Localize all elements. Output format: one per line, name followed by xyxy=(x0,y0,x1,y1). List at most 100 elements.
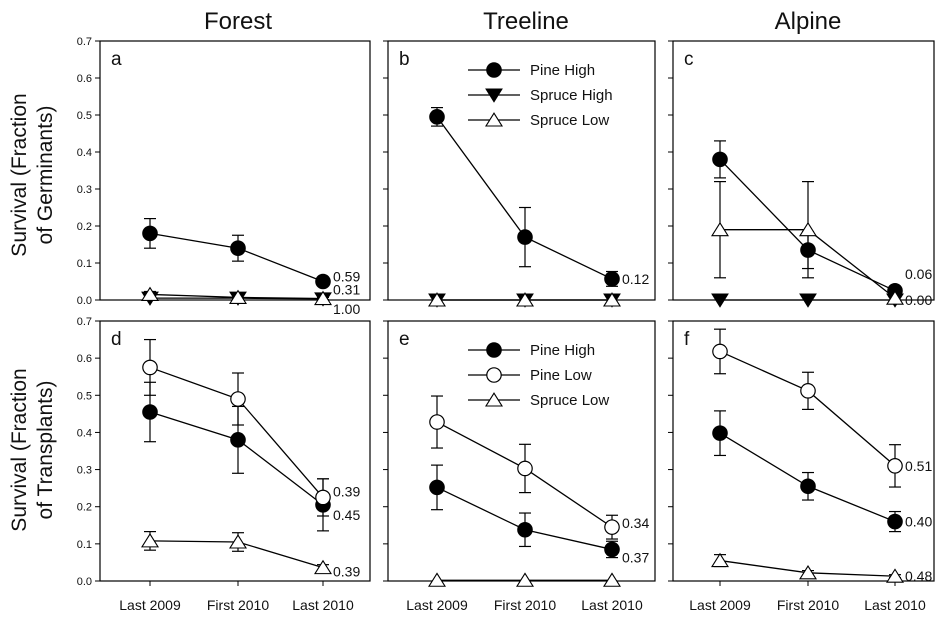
data-point xyxy=(712,151,728,168)
data-point xyxy=(141,533,159,548)
series-open-triangle-up xyxy=(428,572,621,587)
data-point xyxy=(886,290,904,305)
legend-marker xyxy=(486,62,502,78)
data-point xyxy=(711,552,729,568)
y-tick-label: 0.3 xyxy=(77,465,92,477)
column-title-alpine: Alpine xyxy=(775,8,842,35)
end-value-label: 0.00 xyxy=(905,292,932,308)
data-point xyxy=(604,541,620,558)
data-point xyxy=(229,534,247,549)
panel-letter: c xyxy=(684,49,694,70)
data-point xyxy=(429,109,445,125)
y-tick-label: 0.5 xyxy=(77,110,92,122)
data-point xyxy=(142,359,158,376)
panel-frame xyxy=(672,320,935,582)
series-open-circle: 0.34 xyxy=(429,395,649,540)
end-value-label: 0.12 xyxy=(622,271,649,287)
panel-letter: f xyxy=(684,329,690,350)
data-point xyxy=(428,292,446,307)
end-value-label: 0.59 xyxy=(333,269,360,285)
series-filled-triangle-down xyxy=(711,293,904,308)
legend-marker xyxy=(486,342,502,358)
data-point xyxy=(799,221,817,237)
panel-e: Last 2009 First 2010 Last 2010 e 0.37 0.34 Pin… xyxy=(383,320,656,613)
data-point xyxy=(712,425,728,441)
data-point xyxy=(711,293,729,308)
panels: 0.0 0.1 0.2 0.3 0.4 0.5 0.6 0.7 a 0.59 1.00 0.31 b 0.… xyxy=(77,36,935,613)
y-tick-label: 0.6 xyxy=(77,73,92,85)
data-point xyxy=(230,391,246,407)
data-point xyxy=(799,564,817,580)
data-point xyxy=(230,240,246,256)
x-tick-label: Last 2010 xyxy=(292,597,354,613)
y-tick-label: 0.0 xyxy=(77,295,92,307)
end-value-label: 0.34 xyxy=(622,515,649,531)
x-tick-label: Last 2010 xyxy=(864,597,926,613)
panel-b: b 0.12 Pine High Spruce High Spruce Low xyxy=(383,40,656,308)
panel-frame xyxy=(387,40,656,301)
legend-marker xyxy=(485,392,503,407)
y-tick-label: 0.2 xyxy=(77,221,92,233)
data-point xyxy=(886,568,904,583)
legend-label: Pine High xyxy=(530,62,595,79)
series-filled-circle: 0.06 xyxy=(712,140,932,299)
data-point xyxy=(142,225,158,242)
legend-item: Pine High xyxy=(468,342,595,359)
y-tick-label: 0.7 xyxy=(77,316,92,328)
end-value-label: 0.51 xyxy=(905,458,932,474)
x-tick-label: First 2010 xyxy=(777,597,839,613)
data-point xyxy=(799,293,817,308)
x-tick-label: Last 2009 xyxy=(406,597,468,613)
legend-label: Spruce High xyxy=(530,87,613,104)
data-point xyxy=(603,572,621,587)
data-point xyxy=(229,289,247,304)
row-title-transplants: Survival (Fraction of Transplants) xyxy=(8,368,57,531)
data-point xyxy=(517,229,533,245)
data-point xyxy=(315,273,331,290)
legend-marker xyxy=(485,112,503,127)
row-title-transplants-line2: of Transplants) xyxy=(34,381,57,520)
y-tick-label: 0.5 xyxy=(77,390,92,402)
data-point xyxy=(603,292,621,307)
data-point xyxy=(517,460,533,477)
series-open-triangle-up: 0.48 xyxy=(711,552,932,584)
panel-frame xyxy=(99,320,371,582)
series-open-triangle-up: 0.00 xyxy=(711,181,932,308)
column-title-forest: Forest xyxy=(204,8,272,35)
legend-item: Pine Low xyxy=(468,367,592,384)
legend-label: Spruce Low xyxy=(530,392,609,409)
data-point xyxy=(429,414,445,430)
data-point xyxy=(712,343,728,360)
data-point xyxy=(517,521,533,538)
data-point xyxy=(887,458,903,474)
x-tick-label: First 2010 xyxy=(494,597,556,613)
row-title-transplants-line1: Survival (Fraction xyxy=(8,368,31,531)
x-tick-label: Last 2009 xyxy=(689,597,751,613)
y-tick-label: 0.1 xyxy=(77,258,92,270)
panel-frame xyxy=(672,40,935,301)
series-filled-circle: 0.40 xyxy=(712,410,932,533)
data-point xyxy=(800,478,816,495)
end-value-label: 0.48 xyxy=(905,568,932,584)
data-point xyxy=(230,432,246,448)
panel-a: 0.0 0.1 0.2 0.3 0.4 0.5 0.6 0.7 a 0.59 1.00 0.31 xyxy=(77,36,371,317)
series-filled-circle: 0.37 xyxy=(429,464,649,565)
series-open-triangle-up xyxy=(428,292,621,307)
data-point xyxy=(429,479,445,496)
y-tick-label: 0.3 xyxy=(77,184,92,196)
end-value-label: 0.06 xyxy=(905,266,932,282)
y-tick-label: 0.4 xyxy=(77,427,92,439)
panel-frame xyxy=(387,320,656,582)
data-point xyxy=(428,572,446,587)
data-point xyxy=(141,286,159,302)
panel-letter: d xyxy=(111,329,122,350)
column-title-treeline: Treeline xyxy=(483,8,569,35)
data-point xyxy=(314,290,332,306)
series-filled-circle: 0.59 xyxy=(142,218,360,290)
legend-item: Spruce Low xyxy=(468,112,609,129)
series-open-triangle-up: 0.31 xyxy=(141,282,360,306)
data-point xyxy=(604,519,620,535)
series-line xyxy=(149,411,324,506)
y-tick-label: 0.2 xyxy=(77,502,92,514)
row-title-germinants-line2: of Germinants) xyxy=(34,106,57,245)
